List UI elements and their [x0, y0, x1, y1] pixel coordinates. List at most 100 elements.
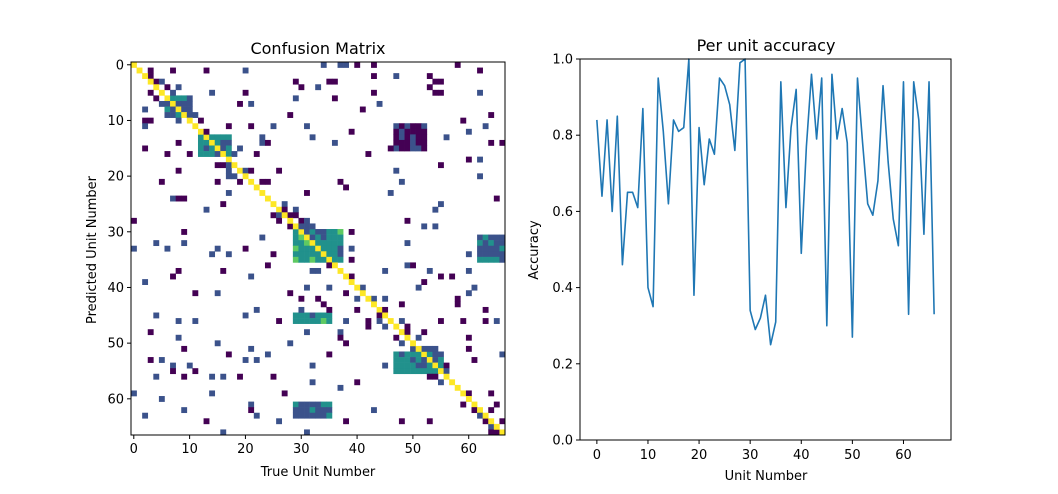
- matrix-cell: [214, 245, 221, 252]
- matrix-cell: [320, 234, 327, 241]
- matrix-cell: [197, 134, 204, 141]
- matrix-cell: [477, 234, 483, 241]
- matrix-cell: [331, 245, 338, 252]
- matrix-cell: [175, 100, 182, 107]
- diagonal-cell: [460, 390, 467, 397]
- x-tick-label: 40: [793, 448, 810, 463]
- matrix-cell: [348, 256, 355, 263]
- matrix-cell: [404, 323, 411, 330]
- matrix-cell: [309, 318, 316, 324]
- matrix-cell: [393, 123, 400, 130]
- matrix-cell: [315, 229, 322, 235]
- matrix-cell: [488, 245, 495, 252]
- matrix-cell: [225, 145, 232, 152]
- matrix-cell: [415, 334, 422, 341]
- matrix-cell: [426, 73, 433, 79]
- matrix-cell: [337, 334, 344, 341]
- matrix-cell: [426, 368, 433, 375]
- matrix-cell: [326, 318, 333, 324]
- matrix-cell: [410, 134, 416, 141]
- matrix-cell: [337, 251, 344, 258]
- x-tick-label: 30: [742, 448, 759, 463]
- x-tick-label: 0: [130, 442, 138, 457]
- matrix-cell: [331, 229, 338, 235]
- accuracy-series-line: [596, 58, 935, 346]
- matrix-cell: [477, 251, 483, 258]
- matrix-cell: [438, 162, 444, 169]
- diagonal-cell: [264, 195, 271, 202]
- matrix-cell: [343, 340, 349, 347]
- matrix-cell: [482, 123, 489, 130]
- matrix-cell: [192, 318, 199, 324]
- matrix-cell: [482, 234, 489, 241]
- matrix-cell: [326, 251, 333, 258]
- accuracy-x-ticks: 0 10 20 30 40 50 60: [593, 440, 912, 463]
- diagonal-cell: [287, 217, 294, 224]
- confusion-matrix-x-ticks: 0 10 20 30 40 50 60: [130, 435, 477, 457]
- matrix-cell: [131, 245, 137, 252]
- matrix-cell: [153, 312, 160, 319]
- matrix-cell: [292, 318, 299, 324]
- matrix-cell: [147, 357, 154, 363]
- matrix-cell: [298, 234, 305, 241]
- matrix-cell: [298, 306, 305, 313]
- matrix-cell: [203, 145, 210, 152]
- matrix-cell: [253, 306, 260, 313]
- matrix-cell: [410, 123, 416, 130]
- matrix-cell: [432, 78, 439, 85]
- matrix-cell: [192, 368, 199, 375]
- matrix-cell: [298, 401, 305, 408]
- matrix-cell: [432, 368, 439, 375]
- matrix-cell: [371, 89, 377, 96]
- matrix-cell: [337, 256, 344, 263]
- matrix-cell: [465, 267, 472, 274]
- matrix-cell: [309, 256, 316, 263]
- matrix-cell: [214, 139, 221, 146]
- matrix-cell: [175, 84, 182, 91]
- matrix-cell: [309, 234, 316, 241]
- matrix-cell: [197, 145, 204, 152]
- matrix-cell: [209, 151, 216, 157]
- matrix-cell: [337, 384, 344, 391]
- matrix-cell: [343, 290, 349, 297]
- diagonal-cell: [142, 73, 149, 79]
- matrix-cell: [181, 195, 188, 202]
- matrix-cell: [315, 84, 322, 91]
- matrix-cell: [170, 67, 176, 74]
- y-tick-label: 0.8: [552, 129, 573, 144]
- matrix-cell: [415, 145, 422, 152]
- matrix-cell: [298, 251, 305, 258]
- confusion-matrix-cells: [131, 62, 506, 436]
- accuracy-panel: Per unit accuracy 0 10 20 30 40 50 60 0.00.20.…: [527, 36, 952, 484]
- matrix-cell: [220, 429, 227, 436]
- matrix-cell: [460, 401, 467, 408]
- matrix-cell: [415, 362, 422, 369]
- diagonal-cell: [253, 184, 260, 191]
- matrix-cell: [315, 234, 322, 241]
- matrix-cell: [432, 351, 439, 358]
- matrix-cell: [315, 251, 322, 258]
- matrix-cell: [186, 95, 193, 102]
- matrix-cell: [264, 178, 271, 185]
- matrix-cell: [398, 418, 405, 425]
- matrix-cell: [158, 78, 165, 85]
- matrix-cell: [304, 223, 310, 230]
- matrix-cell: [326, 78, 333, 85]
- matrix-cell: [471, 284, 478, 291]
- matrix-cell: [142, 117, 149, 124]
- diagonal-cell: [158, 89, 165, 96]
- matrix-cell: [426, 351, 433, 358]
- matrix-cell: [415, 134, 422, 141]
- matrix-cell: [426, 267, 433, 274]
- matrix-cell: [220, 145, 227, 152]
- matrix-cell: [186, 106, 193, 113]
- matrix-cell: [477, 67, 483, 74]
- matrix-cell: [438, 357, 444, 363]
- matrix-cell: [438, 351, 444, 358]
- matrix-cell: [493, 401, 500, 408]
- matrix-cell: [242, 312, 249, 319]
- matrix-cell: [410, 351, 416, 358]
- matrix-cell: [432, 373, 439, 380]
- matrix-cell: [438, 78, 444, 85]
- matrix-cell: [225, 162, 232, 169]
